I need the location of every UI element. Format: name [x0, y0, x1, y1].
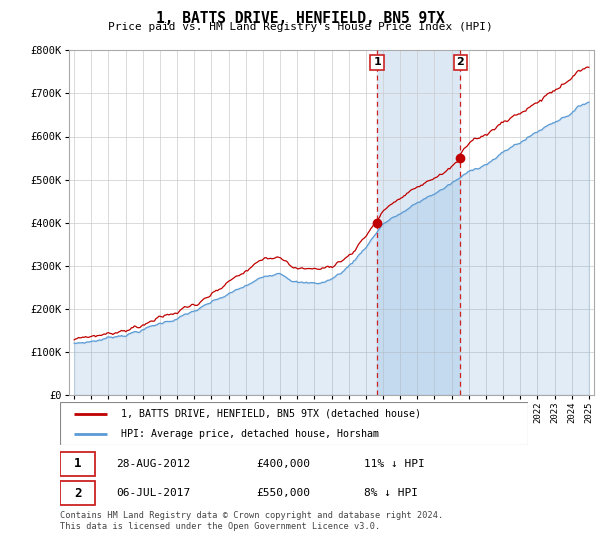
Text: 28-AUG-2012: 28-AUG-2012 — [116, 459, 190, 469]
FancyBboxPatch shape — [60, 451, 95, 476]
Text: 1: 1 — [373, 57, 381, 67]
Text: 1: 1 — [74, 457, 82, 470]
Text: 2: 2 — [457, 57, 464, 67]
Text: 11% ↓ HPI: 11% ↓ HPI — [364, 459, 425, 469]
Text: 8% ↓ HPI: 8% ↓ HPI — [364, 488, 418, 498]
Text: 2: 2 — [74, 487, 82, 500]
Text: £550,000: £550,000 — [257, 488, 311, 498]
Text: £400,000: £400,000 — [257, 459, 311, 469]
FancyBboxPatch shape — [60, 402, 528, 445]
Text: Contains HM Land Registry data © Crown copyright and database right 2024.
This d: Contains HM Land Registry data © Crown c… — [60, 511, 443, 531]
Text: Price paid vs. HM Land Registry's House Price Index (HPI): Price paid vs. HM Land Registry's House … — [107, 22, 493, 32]
Text: 1, BATTS DRIVE, HENFIELD, BN5 9TX (detached house): 1, BATTS DRIVE, HENFIELD, BN5 9TX (detac… — [121, 409, 421, 419]
Text: 1, BATTS DRIVE, HENFIELD, BN5 9TX: 1, BATTS DRIVE, HENFIELD, BN5 9TX — [155, 11, 445, 26]
Text: HPI: Average price, detached house, Horsham: HPI: Average price, detached house, Hors… — [121, 430, 379, 439]
Text: 06-JUL-2017: 06-JUL-2017 — [116, 488, 190, 498]
FancyBboxPatch shape — [60, 481, 95, 506]
Bar — [377, 50, 460, 395]
